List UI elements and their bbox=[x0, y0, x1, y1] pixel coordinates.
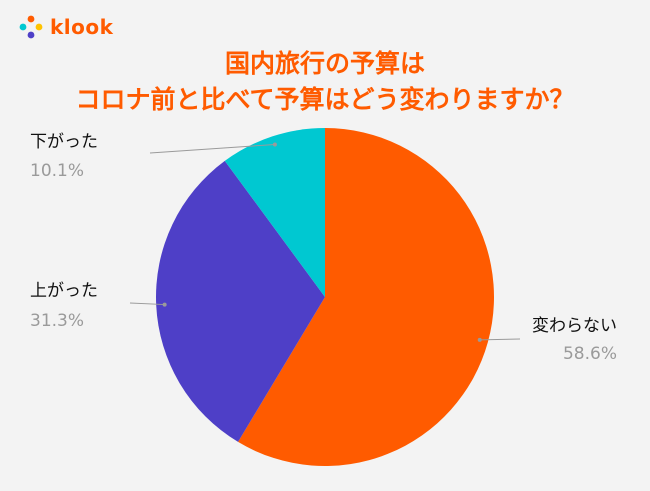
slice-label-1: 変わらない bbox=[532, 316, 617, 336]
pie-slice-2 bbox=[156, 160, 325, 442]
klook-logo: klook bbox=[18, 14, 113, 40]
klook-logo-icon bbox=[19, 15, 43, 39]
callout-line-3 bbox=[149, 143, 275, 154]
slice-value-2: 31.3% bbox=[30, 311, 84, 331]
chart-title-line-2: コロナ前と比べて予算はどう変わりますか？ bbox=[75, 85, 575, 114]
callout-dot-2 bbox=[162, 302, 167, 307]
pie-slice-1 bbox=[238, 128, 495, 467]
callout-line-2 bbox=[129, 302, 165, 306]
callout-line-1 bbox=[479, 338, 521, 341]
brand-name: klook bbox=[50, 15, 114, 39]
chart-title-line-1: 国内旅行の予算は bbox=[224, 49, 425, 78]
slice-label-2: 上がった bbox=[30, 281, 98, 301]
callout-dot-1 bbox=[477, 337, 482, 342]
slice-value-3: 10.1% bbox=[30, 161, 84, 181]
slice-label-3: 下がった bbox=[30, 132, 98, 152]
chart-title: 国内旅行の予算は コロナ前と比べて予算はどう変わりますか？ bbox=[0, 46, 650, 118]
callout-dot-3 bbox=[272, 142, 277, 147]
pie-slice-3 bbox=[224, 128, 325, 297]
slice-value-1: 58.6% bbox=[563, 344, 617, 364]
